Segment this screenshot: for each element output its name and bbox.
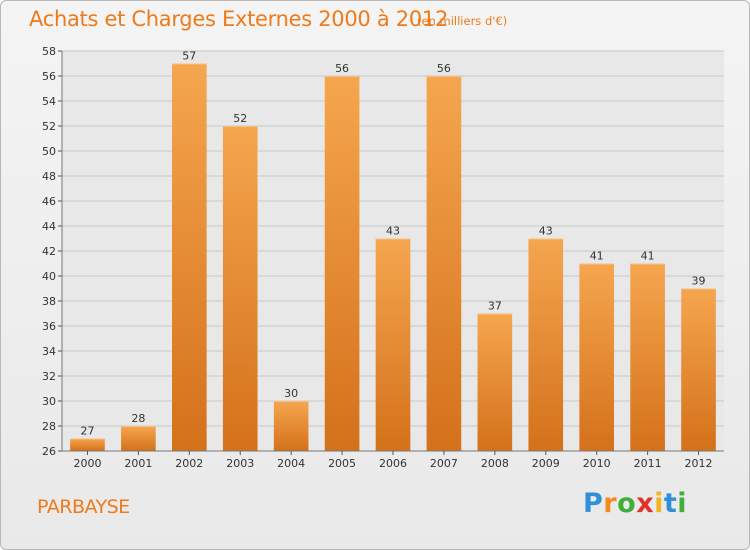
- y-tick-label: 48: [42, 170, 56, 183]
- data-label: 52: [233, 112, 247, 125]
- x-tick-label: 2012: [685, 457, 713, 470]
- x-tick-label: 2010: [583, 457, 611, 470]
- x-tick-label: 2002: [175, 457, 203, 470]
- logo-letter: P: [583, 488, 604, 519]
- y-tick-label: 26: [42, 445, 56, 458]
- data-label: 43: [539, 225, 553, 238]
- commune-name: PARBAYSE: [37, 496, 130, 518]
- bar: [273, 401, 309, 451]
- x-tick-label: 2001: [124, 457, 152, 470]
- data-label: 41: [641, 250, 655, 263]
- data-label: 43: [386, 225, 400, 238]
- bar: [579, 263, 615, 451]
- y-tick-label: 42: [42, 245, 56, 258]
- chart-title: Achats et Charges Externes 2000 à 2012: [29, 7, 449, 31]
- y-tick-label: 34: [42, 345, 56, 358]
- chart-subtitle: (en milliers d'€): [417, 14, 508, 28]
- data-label: 28: [131, 412, 145, 425]
- x-tick-label: 2006: [379, 457, 407, 470]
- x-tick-label: 2005: [328, 457, 356, 470]
- bar: [222, 126, 258, 451]
- axis-layer: 26 28 30 32 34 36 38 40 42 44 46 48 50 52 54 56 58 2000 20…: [42, 45, 724, 470]
- y-tick-label: 32: [42, 370, 56, 383]
- data-label: 56: [335, 62, 349, 75]
- data-label: 37: [488, 300, 502, 313]
- y-tick-label: 40: [42, 270, 56, 283]
- x-tick-label: 2003: [226, 457, 254, 470]
- x-tick-label: 2009: [532, 457, 560, 470]
- y-tick-label: 28: [42, 420, 56, 433]
- y-tick-label: 46: [42, 195, 56, 208]
- data-label: 57: [182, 50, 196, 63]
- bar: [477, 313, 513, 451]
- y-tick-label: 38: [42, 295, 56, 308]
- logo-letter: o: [617, 488, 637, 519]
- x-tick-label: 2008: [481, 457, 509, 470]
- data-label: 41: [590, 250, 604, 263]
- y-tick-label: 30: [42, 395, 56, 408]
- bar: [630, 263, 665, 451]
- logo-letter: i: [654, 488, 664, 519]
- bar: [324, 76, 360, 451]
- bar: [426, 76, 462, 451]
- bar: [121, 426, 156, 451]
- logo-letter: x: [636, 488, 655, 519]
- data-label: 39: [692, 275, 706, 288]
- logo-letter: i: [677, 488, 688, 519]
- y-tick-label: 58: [42, 45, 56, 58]
- bar: [681, 288, 716, 451]
- bar-layer: [70, 63, 716, 451]
- proxiti-logo[interactable]: Proxiti: [583, 488, 687, 519]
- label-layer: 27 28 57 52 30 56 43 56 37 43 41 41 39: [80, 50, 705, 438]
- logo-letter: t: [663, 488, 678, 519]
- x-tick-label: 2011: [634, 457, 662, 470]
- x-tick-label: 2007: [430, 457, 458, 470]
- bar: [375, 238, 411, 451]
- y-tick-label: 36: [42, 320, 56, 333]
- y-tick-label: 56: [42, 70, 56, 83]
- bar: [70, 438, 105, 451]
- data-label: 56: [437, 62, 451, 75]
- data-label: 30: [284, 387, 298, 400]
- logo-letter: r: [603, 488, 618, 519]
- data-label: 27: [80, 425, 94, 438]
- y-tick-label: 44: [42, 220, 56, 233]
- x-tick-label: 2004: [277, 457, 305, 470]
- bar: [528, 238, 564, 451]
- x-tick-label: 2000: [73, 457, 101, 470]
- y-tick-label: 50: [42, 145, 56, 158]
- bar: [171, 63, 207, 451]
- y-tick-label: 54: [42, 95, 56, 108]
- y-tick-label: 52: [42, 120, 56, 133]
